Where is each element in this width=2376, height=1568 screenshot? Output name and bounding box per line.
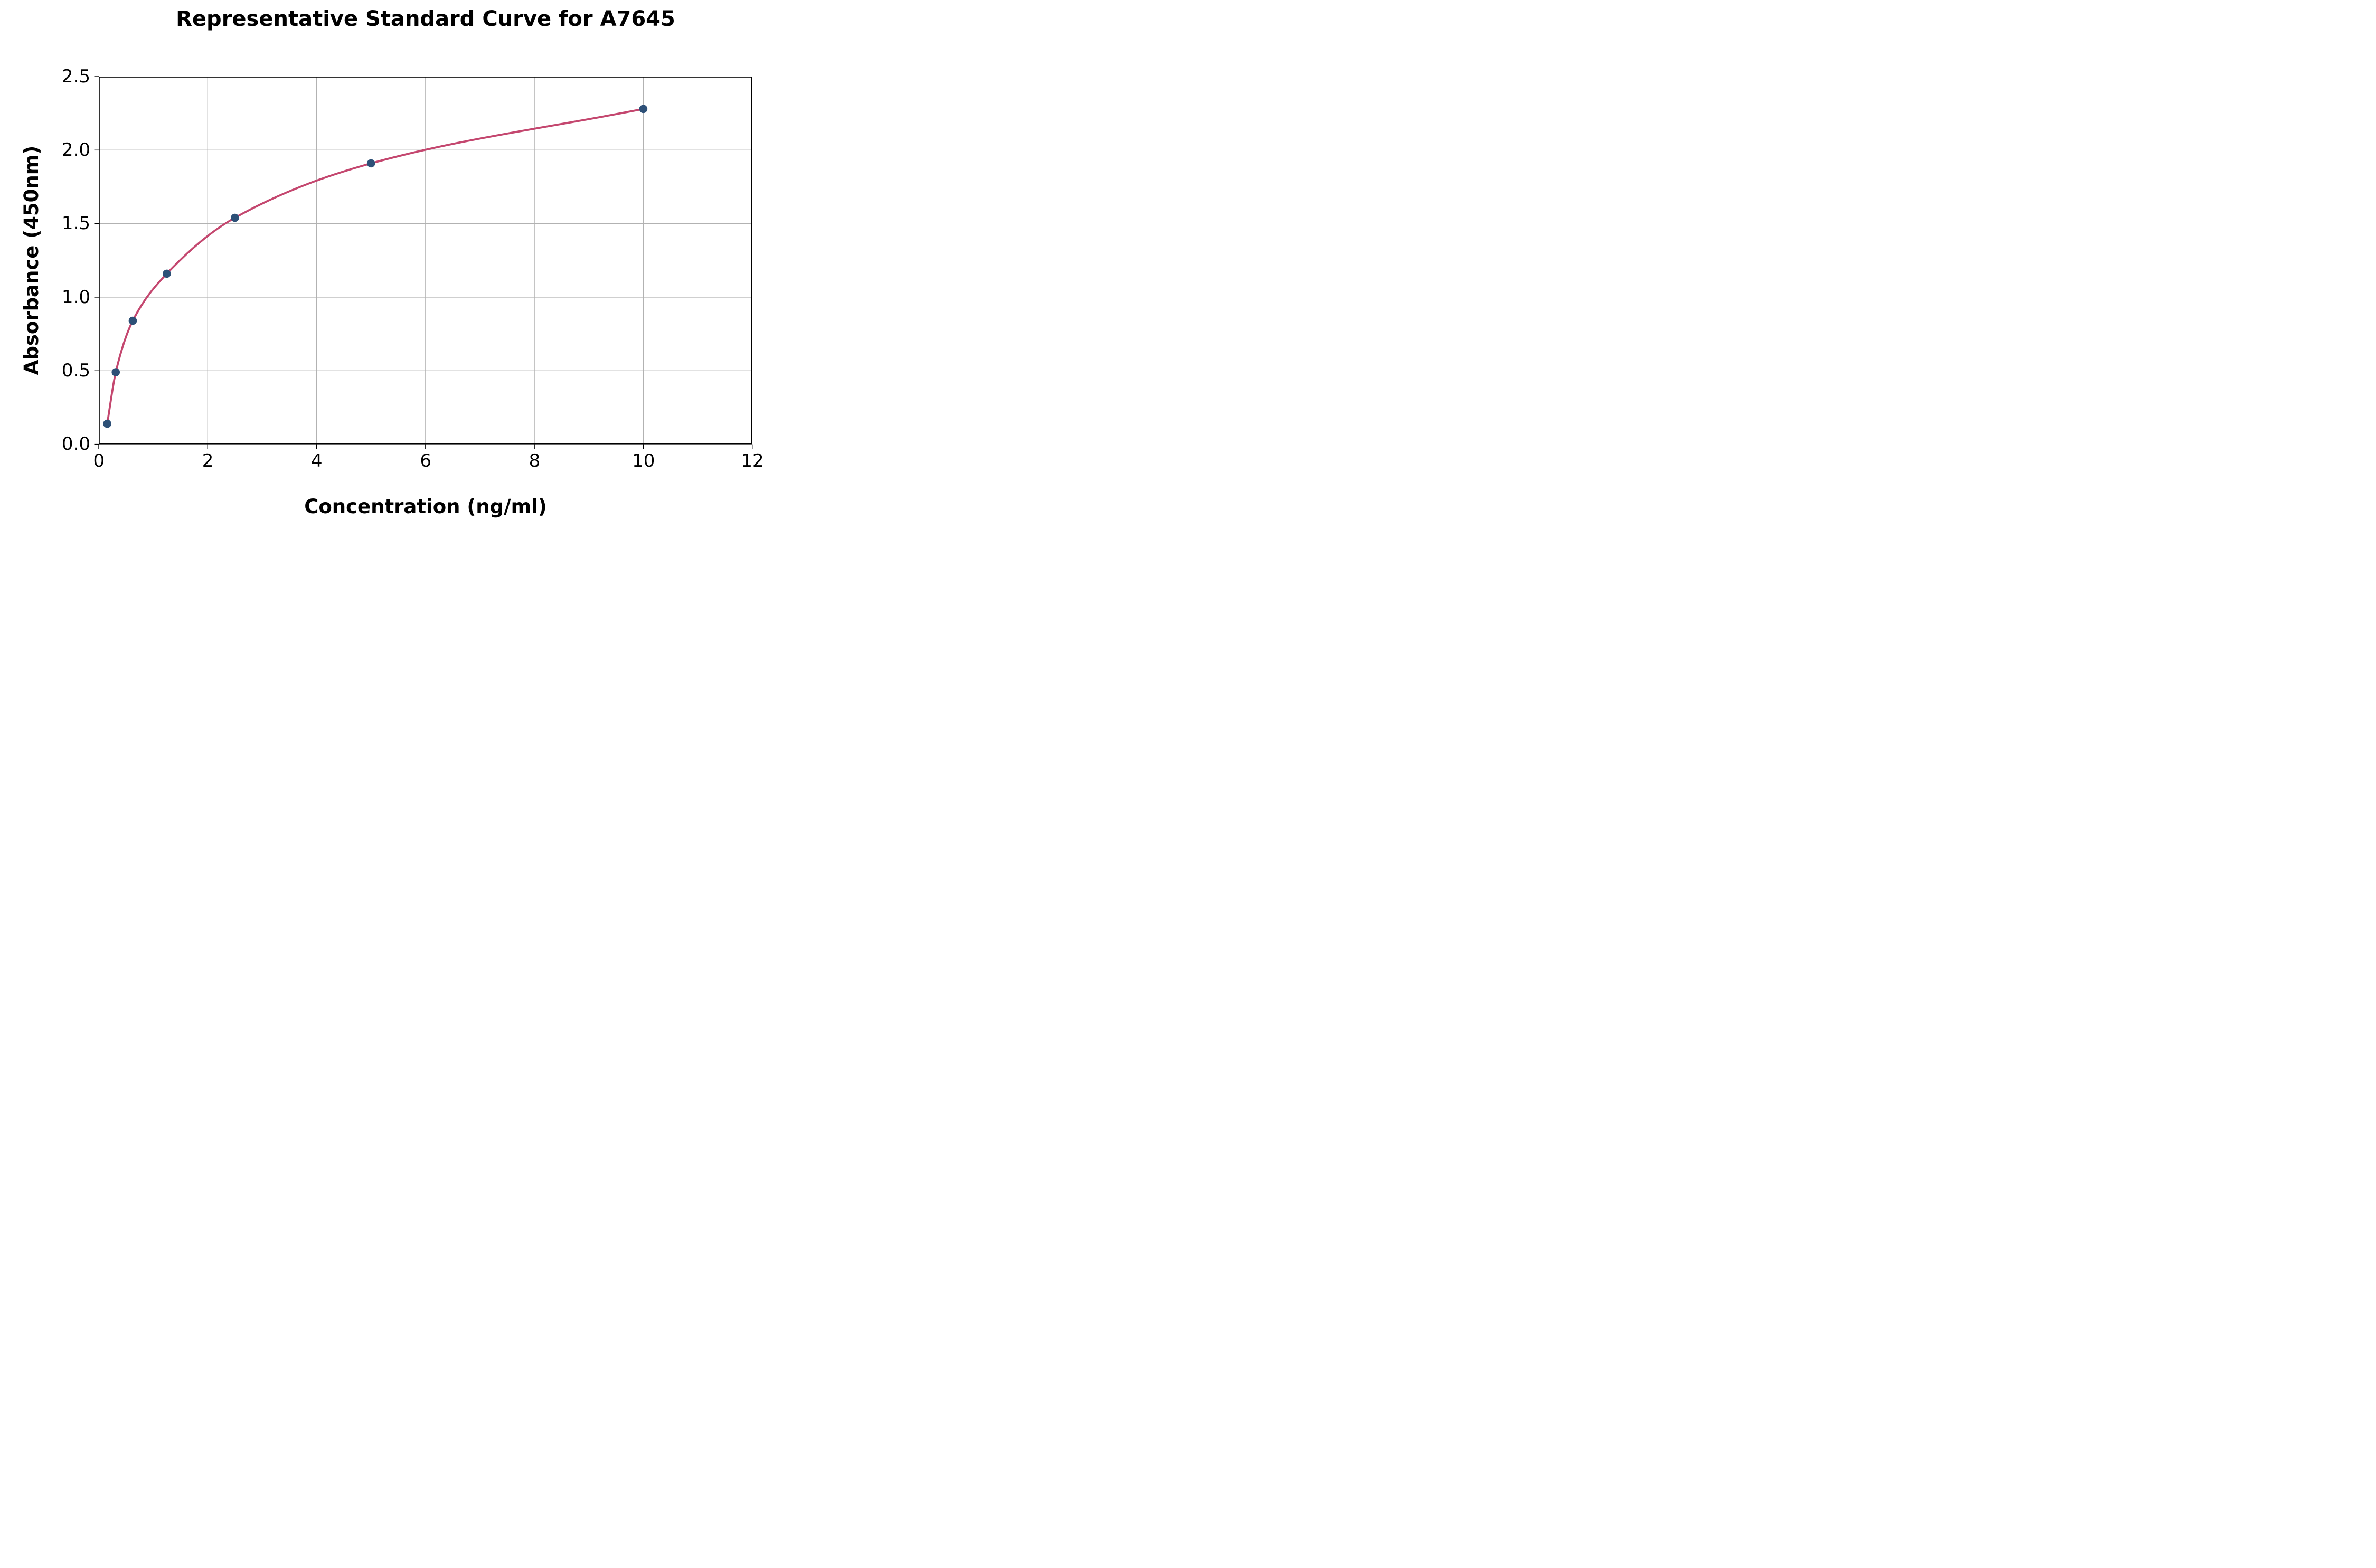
plot-area	[94, 75, 753, 449]
y-tick-label: 0.5	[61, 360, 90, 381]
y-axis-label-text: Absorbance (450nm)	[20, 145, 43, 375]
x-tick-label: 10	[632, 450, 655, 471]
x-tick-label: 8	[529, 450, 541, 471]
standard-curve-line	[106, 108, 645, 425]
data-point	[163, 269, 172, 278]
y-tick-label: 2.0	[61, 139, 90, 160]
data-point	[231, 213, 239, 222]
x-tick-label: 6	[420, 450, 431, 471]
data-point	[103, 419, 112, 428]
y-tick-label: 2.5	[61, 65, 90, 87]
x-tick-label: 12	[741, 450, 764, 471]
figure: Representative Standard Curve for A7645 …	[0, 0, 792, 523]
x-tick-label: 2	[202, 450, 214, 471]
data-point	[111, 367, 120, 376]
plot-spines	[99, 76, 752, 445]
chart-title: Representative Standard Curve for A7645	[176, 7, 675, 31]
y-tick-label: 0.0	[61, 433, 90, 455]
y-tick-label: 1.0	[61, 286, 90, 308]
x-axis-label: Concentration (ng/ml)	[304, 495, 547, 518]
data-point	[639, 105, 648, 113]
y-tick-label: 1.5	[61, 213, 90, 234]
y-tick-labels: 0.0 0.5 1.0 1.5 2.0 2.5	[0, 68, 90, 454]
x-tick-labels: 0 2 4 6 8 10 12	[93, 450, 763, 473]
data-point	[128, 316, 137, 325]
x-tick-label: 4	[311, 450, 323, 471]
data-point	[367, 159, 375, 167]
plot-canvas	[94, 75, 753, 449]
x-tick-label: 0	[93, 450, 105, 471]
